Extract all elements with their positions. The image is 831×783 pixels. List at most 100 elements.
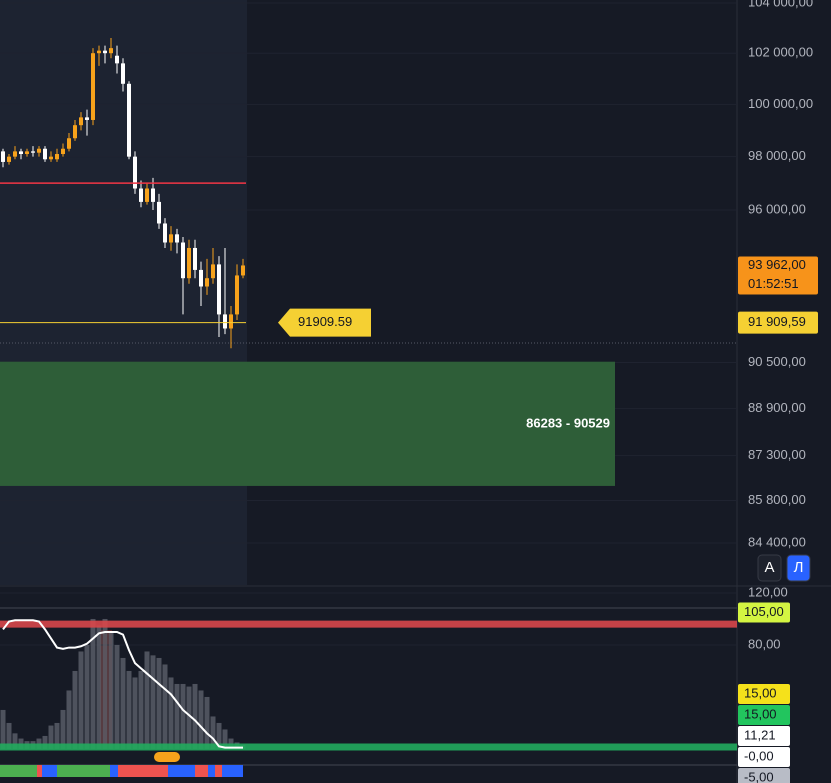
level-axis-tag bbox=[738, 311, 818, 334]
value-tag bbox=[738, 602, 790, 623]
histogram-bar bbox=[186, 686, 192, 749]
y-tick-label: 80,00 bbox=[748, 636, 781, 651]
candle-body bbox=[211, 264, 215, 279]
candle-body bbox=[109, 48, 113, 54]
value-tag-label: -0,00 bbox=[744, 748, 774, 763]
candle-body bbox=[175, 234, 179, 243]
histogram-bar bbox=[168, 677, 174, 749]
histogram-bar bbox=[138, 670, 144, 749]
candle-body bbox=[37, 148, 41, 153]
y-tick-label: 100 000,00 bbox=[748, 96, 813, 111]
candle-body bbox=[163, 223, 167, 243]
candle-body bbox=[1, 151, 5, 162]
histogram-bar bbox=[144, 651, 150, 749]
candle-body bbox=[73, 125, 77, 139]
candle-body bbox=[49, 156, 53, 160]
candle-body bbox=[85, 117, 89, 120]
candle-body bbox=[133, 156, 137, 189]
selected-range bbox=[0, 0, 247, 585]
candle-body bbox=[187, 247, 191, 279]
value-tag bbox=[738, 684, 790, 704]
histogram-bar bbox=[54, 722, 60, 749]
candle-body bbox=[169, 234, 173, 243]
y-tick-label: 104 000,00 bbox=[748, 0, 813, 9]
candle-body bbox=[7, 156, 11, 162]
histogram-bar bbox=[78, 651, 84, 749]
histogram-bar bbox=[48, 725, 54, 749]
candle-body bbox=[235, 275, 239, 315]
candle-body bbox=[13, 151, 17, 157]
value-tag bbox=[738, 747, 790, 767]
histogram-bar bbox=[150, 655, 156, 749]
level-callout bbox=[278, 308, 371, 337]
histogram-bar bbox=[90, 618, 96, 749]
candle-body bbox=[217, 264, 221, 315]
zone-label: 86283 - 90529 bbox=[526, 415, 610, 430]
value-tag-label: 15,00 bbox=[744, 706, 777, 721]
candle-body bbox=[205, 278, 209, 287]
candle-body bbox=[115, 55, 119, 64]
candle-body bbox=[103, 50, 107, 54]
candle-body bbox=[199, 269, 203, 287]
y-tick-label: 87 300,00 bbox=[748, 447, 806, 462]
histogram-bar bbox=[162, 664, 168, 749]
candle-body bbox=[91, 53, 95, 120]
candle-body bbox=[151, 188, 155, 202]
y-tick-label: 120,00 bbox=[748, 584, 788, 599]
histogram-bar bbox=[84, 644, 90, 749]
histogram-bar bbox=[108, 631, 114, 749]
axis-button[interactable]: Л bbox=[786, 554, 811, 582]
value-tag bbox=[738, 705, 790, 725]
candle-body bbox=[229, 314, 233, 329]
y-tick-label: 98 000,00 bbox=[748, 148, 806, 163]
candle-body bbox=[241, 265, 245, 276]
candle-body bbox=[19, 151, 23, 155]
histogram-bar bbox=[126, 670, 132, 749]
candle-body bbox=[43, 148, 47, 160]
candle-body bbox=[61, 148, 65, 155]
y-tick-label: 84 400,00 bbox=[748, 534, 806, 549]
candle-body bbox=[25, 151, 29, 155]
candle-body bbox=[157, 201, 161, 224]
histogram-bar bbox=[222, 729, 228, 749]
histogram-bar bbox=[174, 683, 180, 749]
value-tag-label: 11,21 bbox=[744, 727, 776, 742]
y-tick-label: 90 500,00 bbox=[748, 354, 806, 369]
candle-body bbox=[97, 50, 101, 54]
histogram-bar bbox=[120, 657, 126, 749]
histogram-bar bbox=[12, 733, 18, 749]
signal-marker bbox=[154, 752, 180, 762]
last-price-tag bbox=[738, 256, 818, 295]
histogram-bar bbox=[198, 690, 204, 749]
value-tag bbox=[738, 768, 790, 783]
candle-body bbox=[127, 83, 131, 157]
histogram-bar bbox=[192, 683, 198, 749]
y-tick-label: 96 000,00 bbox=[748, 201, 806, 216]
value-tag-label: -5,00 bbox=[744, 769, 774, 783]
candle-body bbox=[31, 151, 35, 153]
candle-body bbox=[79, 117, 83, 126]
candle-body bbox=[121, 63, 125, 84]
zone bbox=[0, 361, 615, 486]
last-price-label: 93 962,00 bbox=[748, 257, 806, 272]
histogram-bar bbox=[66, 690, 72, 749]
histogram-bar bbox=[204, 696, 210, 749]
histogram-bar bbox=[60, 709, 66, 749]
y-tick-label: 85 800,00 bbox=[748, 492, 806, 507]
button-label: Л bbox=[794, 559, 804, 576]
histogram-bar bbox=[156, 657, 162, 749]
histogram-bar bbox=[114, 644, 120, 749]
histogram-bar bbox=[96, 625, 102, 749]
value-tag-label: 105,00 bbox=[744, 604, 784, 619]
axis-button[interactable]: A bbox=[757, 554, 782, 582]
value-tag-label: 15,00 bbox=[744, 685, 777, 700]
histogram-bar bbox=[72, 670, 78, 749]
histogram-bar bbox=[6, 722, 12, 749]
signal-strip bbox=[0, 765, 243, 777]
candle-body bbox=[145, 188, 149, 202]
histogram-bar bbox=[102, 618, 108, 749]
indicator-line bbox=[2, 619, 243, 749]
histogram-bar bbox=[42, 735, 48, 749]
y-tick-label: 88 900,00 bbox=[748, 400, 806, 415]
